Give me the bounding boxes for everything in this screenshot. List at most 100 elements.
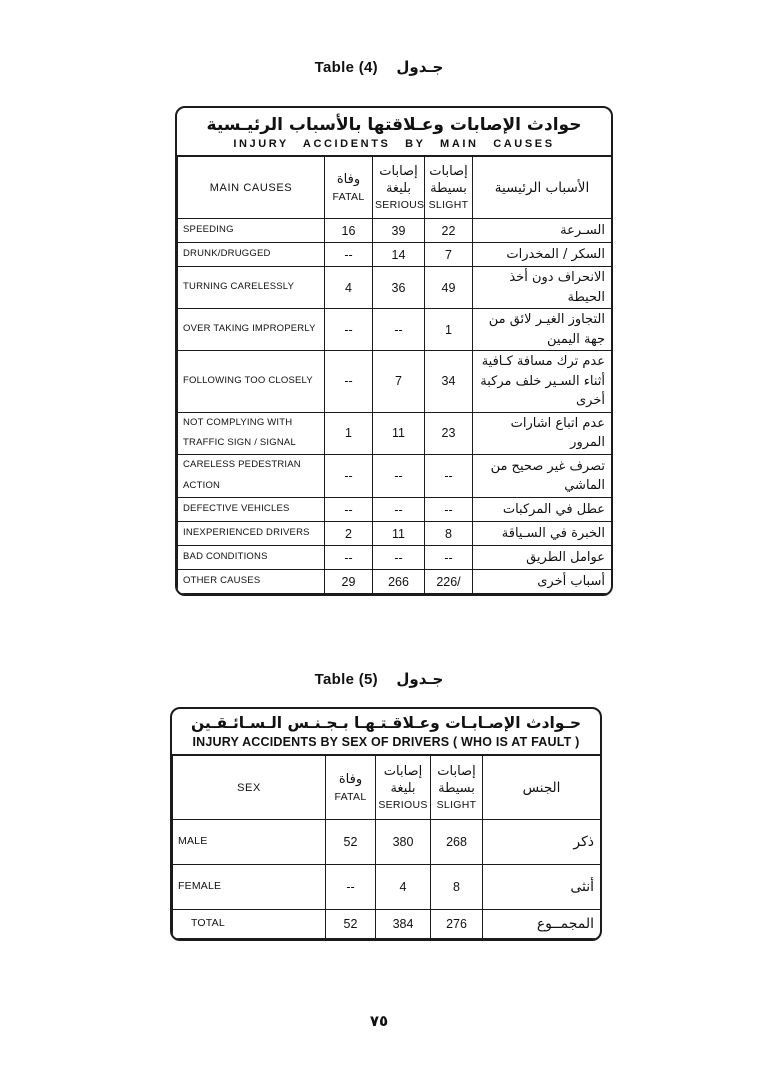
cell-cause-ar: الخبرة في السـياقة bbox=[472, 521, 611, 547]
cell-cause-ar: عدم اتباع اشارات المرور bbox=[472, 411, 611, 456]
cell-serious: 7 bbox=[372, 350, 425, 413]
table4-title-arabic: حوادث الإصابات وعـلاقتها بالأسباب الرئيـ… bbox=[206, 115, 582, 135]
cell-cause-en: SPEEDING bbox=[177, 218, 325, 243]
cell-cause-en: DEFECTIVE VEHICLES bbox=[177, 497, 325, 523]
table-row: MALE 52 380 268 ذكر bbox=[172, 819, 600, 865]
cell-fatal: -- bbox=[324, 242, 373, 267]
cell-serious: 384 bbox=[375, 909, 431, 939]
cell-cause-en: OTHER CAUSES bbox=[177, 569, 325, 595]
cell-serious: -- bbox=[372, 497, 425, 523]
cell-serious: 11 bbox=[372, 521, 425, 547]
cell-serious: 14 bbox=[372, 242, 425, 267]
cell-slight: -- bbox=[424, 454, 473, 499]
table-row: DEFECTIVE VEHICLES -- -- -- عطل في المركبات bbox=[177, 497, 611, 523]
table-row: CARELESS PEDESTRIAN ACTION -- -- -- تصرف غير… bbox=[177, 454, 611, 499]
cell-slight: 23 bbox=[424, 411, 473, 456]
cell-cause-ar: عطل في المركبات bbox=[472, 497, 611, 523]
cell-serious: 36 bbox=[372, 266, 425, 309]
cell-cause-ar: عوامل الطريق bbox=[472, 545, 611, 571]
cell-slight: 49 bbox=[424, 266, 473, 309]
table4-title-english: INJURY ACCIDENTS BY MAIN CAUSES bbox=[233, 138, 555, 150]
cell-fatal: 16 bbox=[324, 218, 373, 243]
table5-title-english: INJURY ACCIDENTS BY SEX OF DRIVERS ( WHO… bbox=[192, 735, 580, 749]
cell-slight: -- bbox=[424, 497, 473, 523]
table5-header-row: SEX وفاة FATAL إصابات بليغة SERIOUS إصاب… bbox=[172, 755, 600, 820]
table4-header-row: MAIN CAUSES وفاة FATAL إصابات بليغة SERI… bbox=[177, 156, 611, 219]
table5-caption-en: Table (5) bbox=[314, 671, 378, 688]
column-header-serious: إصابات بليغة SERIOUS bbox=[375, 755, 431, 820]
cell-fatal: 29 bbox=[324, 569, 373, 595]
column-header-slight: إصابات بسيطة SLIGHT bbox=[424, 156, 473, 219]
cell-fatal: -- bbox=[324, 308, 373, 351]
table-row: INEXPERIENCED DRIVERS 2 11 8 الخبرة في السـي… bbox=[177, 521, 611, 547]
cell-slight: 22 bbox=[424, 218, 473, 243]
cell-slight: 8 bbox=[424, 521, 473, 547]
cell-cause-en: OVER TAKING IMPROPERLY bbox=[177, 308, 325, 351]
cell-fatal: 52 bbox=[325, 909, 376, 939]
column-header-slight: إصابات بسيطة SLIGHT bbox=[430, 755, 483, 820]
table-row: FEMALE -- 4 8 أنثى bbox=[172, 864, 600, 910]
cell-sex-en: FEMALE bbox=[172, 864, 326, 910]
cell-serious: 4 bbox=[375, 864, 431, 910]
cell-fatal: -- bbox=[324, 454, 373, 499]
table-row: NOT COMPLYING WITH TRAFFIC SIGN / SIGNAL… bbox=[177, 411, 611, 456]
page-number: ٧٥ bbox=[369, 1012, 389, 1030]
cell-fatal: -- bbox=[325, 864, 376, 910]
cell-cause-en: DRUNK/DRUGGED bbox=[177, 242, 325, 267]
cell-sex-en: TOTAL bbox=[172, 909, 326, 939]
table4-grid: MAIN CAUSES وفاة FATAL إصابات بليغة SERI… bbox=[177, 156, 611, 595]
cell-serious: 39 bbox=[372, 218, 425, 243]
cell-cause-ar: السـرعة bbox=[472, 218, 611, 243]
column-header-fatal: وفاة FATAL bbox=[325, 755, 376, 820]
cell-cause-en: NOT COMPLYING WITH TRAFFIC SIGN / SIGNAL bbox=[177, 411, 325, 456]
table5-title: حـوادث الإصـابـات وعـلاقـتـهـا بـجـنـس ا… bbox=[172, 709, 600, 755]
cell-fatal: -- bbox=[324, 545, 373, 571]
cell-fatal: 4 bbox=[324, 266, 373, 309]
cell-cause-ar: عدم ترك مسافة كـافية أثناء السـير خلف مر… bbox=[472, 350, 611, 413]
table4-caption-en: Table (4) bbox=[314, 59, 378, 76]
table-row: OTHER CAUSES 29 266 226/أسباب أخرى bbox=[177, 569, 611, 595]
table-row: SPEEDING 16 39 22 السـرعة bbox=[177, 218, 611, 243]
cell-sex-ar: المجمــوع bbox=[482, 909, 600, 939]
cell-serious: -- bbox=[372, 545, 425, 571]
cell-sex-en: MALE bbox=[172, 819, 326, 865]
table-row: OVER TAKING IMPROPERLY -- -- 1 التجاوز الغيـ… bbox=[177, 308, 611, 351]
cell-serious: -- bbox=[372, 454, 425, 499]
cell-fatal: -- bbox=[324, 497, 373, 523]
table4-caption-ar: جـدول bbox=[396, 58, 444, 76]
cell-sex-ar: ذكر bbox=[482, 819, 600, 865]
column-header-serious: إصابات بليغة SERIOUS bbox=[372, 156, 425, 219]
cell-fatal: 52 bbox=[325, 819, 376, 865]
cell-slight: 1 bbox=[424, 308, 473, 351]
table-row: DRUNK/DRUGGED -- 14 7 السكر / المخدرات bbox=[177, 242, 611, 267]
table-row: TURNING CARELESSLY 4 36 49 الانحراف دون أخذ … bbox=[177, 266, 611, 309]
cell-slight: 226/ bbox=[424, 569, 473, 595]
cell-serious: 266 bbox=[372, 569, 425, 595]
cell-cause-ar: التجاوز الغيـر لائق من جهة اليمين bbox=[472, 308, 611, 351]
column-header-main-causes: MAIN CAUSES bbox=[177, 156, 325, 219]
cell-fatal: 2 bbox=[324, 521, 373, 547]
cell-cause-ar: أسباب أخرى bbox=[472, 569, 611, 595]
table5-caption: Table (5) جـدول bbox=[0, 670, 758, 689]
table-row: FOLLOWING TOO CLOSELY -- 7 34 عدم ترك مسافة … bbox=[177, 350, 611, 413]
cell-cause-ar: السكر / المخدرات bbox=[472, 242, 611, 267]
cell-serious: -- bbox=[372, 308, 425, 351]
column-header-sex: SEX bbox=[172, 755, 326, 820]
cell-cause-en: BAD CONDITIONS bbox=[177, 545, 325, 571]
cell-sex-ar: أنثى bbox=[482, 864, 600, 910]
cell-serious: 380 bbox=[375, 819, 431, 865]
cell-cause-en: FOLLOWING TOO CLOSELY bbox=[177, 350, 325, 413]
cell-cause-ar: الانحراف دون أخذ الحيطة bbox=[472, 266, 611, 309]
cell-serious: 11 bbox=[372, 411, 425, 456]
table5-grid: SEX وفاة FATAL إصابات بليغة SERIOUS إصاب… bbox=[172, 755, 600, 939]
column-header-sex-arabic: الجنس bbox=[482, 755, 600, 820]
table4-title: حوادث الإصابات وعـلاقتها بالأسباب الرئيـ… bbox=[177, 108, 611, 156]
cell-slight: 34 bbox=[424, 350, 473, 413]
cell-cause-en: TURNING CARELESSLY bbox=[177, 266, 325, 309]
cell-cause-en: INEXPERIENCED DRIVERS bbox=[177, 521, 325, 547]
table4-caption: Table (4) جـدول bbox=[0, 58, 758, 77]
cell-slight: 276 bbox=[430, 909, 483, 939]
injury-by-sex-table: حـوادث الإصـابـات وعـلاقـتـهـا بـجـنـس ا… bbox=[170, 707, 602, 941]
cell-slight: 268 bbox=[430, 819, 483, 865]
